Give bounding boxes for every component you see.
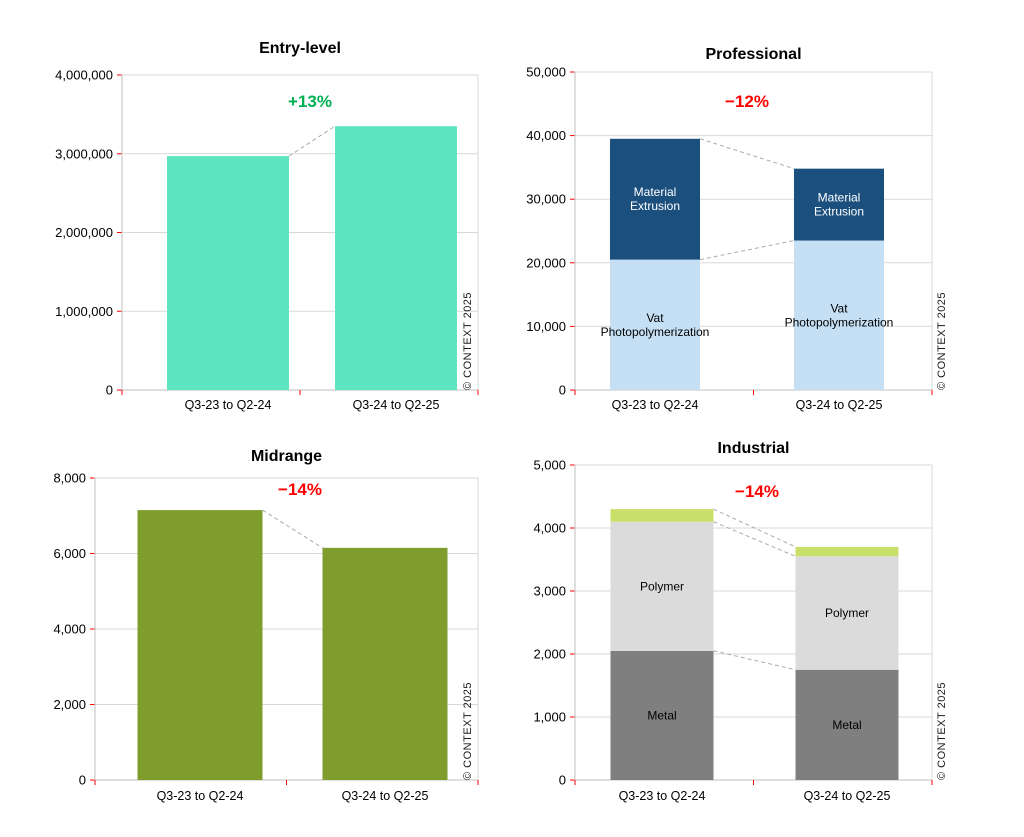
y-axis-tick-label: 4,000 [53, 622, 86, 637]
bar [167, 156, 289, 390]
segment-label: Material [818, 191, 861, 205]
segment-label: Material [634, 185, 677, 199]
change-percent-label: +13% [288, 92, 332, 111]
chart-title: Industrial [717, 440, 790, 457]
midrange-plot: 0 2,000 4,000 6,000 8,000 [53, 471, 479, 788]
bar-segment [794, 240, 884, 390]
change-percent-label: −12% [725, 92, 769, 111]
connector-line [713, 650, 796, 671]
y-axis-tick-label: 1,000 [533, 710, 566, 725]
bar-segment [794, 168, 884, 241]
connector-line [699, 138, 795, 170]
bar-segment [610, 259, 700, 390]
y-axis-tick-label: 3,000,000 [55, 146, 113, 161]
segment-label: Metal [647, 708, 676, 722]
chart-title: Midrange [250, 448, 323, 465]
y-axis-tick-label: 0 [79, 773, 86, 788]
y-axis-tick-label: 40,000 [526, 128, 566, 143]
context-watermark: © CONTEXT 2025 [462, 291, 474, 390]
context-watermark: © CONTEXT 2025 [462, 681, 474, 780]
chart-panel-midrange: 0 2,000 4,000 6,000 8,000 Midrange −14% Q3-2… [0, 419, 512, 837]
y-axis-tick-label: 4,000,000 [55, 68, 113, 83]
change-percent-label: −14% [735, 482, 779, 501]
x-category-label: Q3-24 to Q2-25 [352, 398, 440, 412]
y-axis-tick-label: 0 [559, 383, 566, 398]
segment-label: Vat [646, 311, 664, 325]
y-axis-tick-label: 50,000 [526, 65, 566, 80]
chart-panel-industrial: 0 1,000 2,000 3,000 4,000 5,000 Metal Metal Poly… [512, 419, 1024, 837]
x-category-label: Q3-23 to Q2-24 [618, 789, 706, 803]
y-axis-tick-label: 2,000,000 [55, 225, 113, 240]
industrial-plot: 0 1,000 2,000 3,000 4,000 5,000 Metal Metal Poly… [533, 458, 933, 788]
bar [335, 126, 457, 390]
professional-plot: 010,00020,00030,00040,00050,000VatPhotop… [526, 65, 933, 398]
bar-segment [610, 521, 714, 651]
context-watermark: © CONTEXT 2025 [936, 681, 948, 780]
y-axis-tick-label: 10,000 [526, 319, 566, 334]
segment-label: Extrusion [630, 199, 680, 213]
bar-segment [795, 546, 899, 557]
y-axis-tick-label: 20,000 [526, 255, 566, 270]
bar-segment [795, 669, 899, 780]
x-category-label: Q3-23 to Q2-24 [611, 398, 699, 412]
y-axis-tick-label: 2,000 [53, 697, 86, 712]
bar-segment [795, 556, 899, 670]
x-category-label: Q3-23 to Q2-24 [184, 398, 272, 412]
segment-label: Polymer [640, 579, 684, 593]
y-axis-tick-label: 5,000 [533, 458, 566, 473]
segment-label: Vat [830, 301, 848, 315]
entry-level-plot: 0 1,000,000 2,000,000 3,000,000 4,000,000 [55, 68, 479, 398]
x-category-label: Q3-23 to Q2-24 [156, 789, 244, 803]
context-watermark: © CONTEXT 2025 [936, 291, 948, 390]
y-axis-tick-label: 30,000 [526, 192, 566, 207]
segment-label: Polymer [825, 606, 869, 620]
segment-label: Metal [832, 718, 861, 732]
segment-label: Photopolymerization [785, 315, 894, 329]
change-percent-label: −14% [278, 480, 322, 499]
bar [322, 547, 448, 780]
bar-segment [610, 138, 700, 260]
x-category-label: Q3-24 to Q2-25 [341, 789, 429, 803]
segment-label: Photopolymerization [601, 325, 710, 339]
y-axis-tick-label: 2,000 [533, 647, 566, 662]
connector-line [713, 508, 796, 548]
chart-title: Entry-level [259, 40, 341, 57]
bar-segment [610, 509, 714, 522]
chart-panel-professional: 0 10,000 20,000 30,000 40,000 50,000 Vat Photop… [512, 0, 1024, 418]
chart-panel-entry-level: 0 1,000,000 2,000,000 3,000,000 4,000,000 En… [0, 0, 512, 418]
y-axis-tick-label: 3,000 [533, 584, 566, 599]
y-axis-tick-label: 1,000,000 [55, 304, 113, 319]
x-category-label: Q3-24 to Q2-25 [803, 789, 891, 803]
connector-line [262, 509, 323, 549]
connector-line [713, 521, 796, 557]
y-axis-tick-label: 4,000 [533, 521, 566, 536]
x-category-label: Q3-24 to Q2-25 [795, 398, 883, 412]
chart-title: Professional [705, 46, 802, 63]
y-axis-tick-label: 8,000 [53, 471, 86, 486]
y-axis-tick-label: 0 [106, 383, 113, 398]
connector-line [288, 125, 336, 157]
connector-line [699, 240, 795, 261]
y-axis-tick-label: 0 [559, 773, 566, 788]
bar-segment [610, 650, 714, 780]
segment-label: Extrusion [814, 205, 864, 219]
bar [137, 510, 263, 780]
y-axis-tick-label: 6,000 [53, 546, 86, 561]
